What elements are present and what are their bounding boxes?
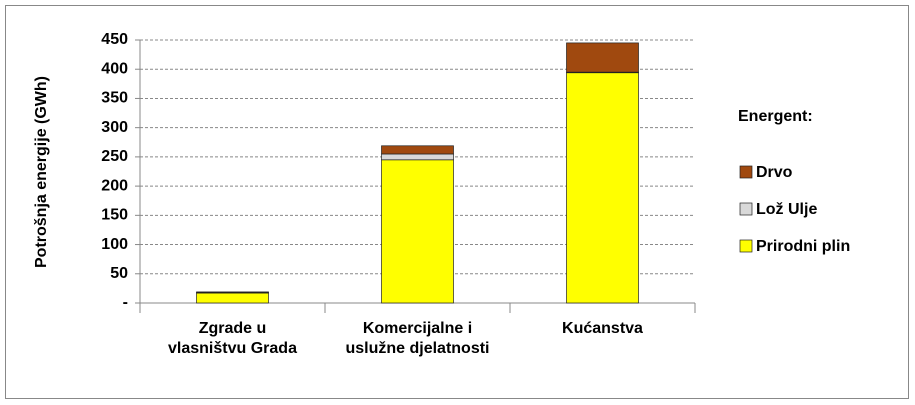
legend-swatch [739, 202, 753, 216]
legend-label: Prirodni plin [756, 238, 850, 255]
bar-segment [381, 159, 454, 304]
legend-label: Lož Ulje [756, 201, 817, 218]
x-tick-label: Kućanstva [562, 320, 643, 337]
y-tick-label: - [123, 294, 128, 311]
bar-segment [196, 291, 269, 293]
x-tick-label: Komercijalne i uslužne djelatnosti [345, 320, 490, 357]
bar-segment [566, 42, 639, 73]
legend-label: Drvo [756, 164, 793, 181]
bar-segment [381, 145, 454, 155]
y-tick-label: 100 [101, 236, 128, 253]
y-tick-label: 200 [101, 177, 128, 194]
x-tick-label: Zgrade u vlasništvu Grada [168, 320, 297, 357]
y-tick-label: 450 [101, 31, 128, 48]
legend-title: Energent: [738, 108, 813, 125]
y-tick-label: 150 [101, 207, 128, 224]
y-axis-label: Potrošnja energije (GWh) [33, 76, 50, 268]
y-tick-label: 50 [110, 265, 128, 282]
legend-swatch [739, 165, 753, 179]
bar-segment [381, 153, 454, 161]
y-tick-label: 250 [101, 148, 128, 165]
legend-swatch [739, 239, 753, 253]
y-tick-label: 300 [101, 119, 128, 136]
bar-segment [196, 292, 269, 304]
y-tick-label: 400 [101, 60, 128, 77]
bar-segment [566, 72, 639, 304]
chart-border [5, 5, 909, 399]
y-tick-label: 350 [101, 90, 128, 107]
